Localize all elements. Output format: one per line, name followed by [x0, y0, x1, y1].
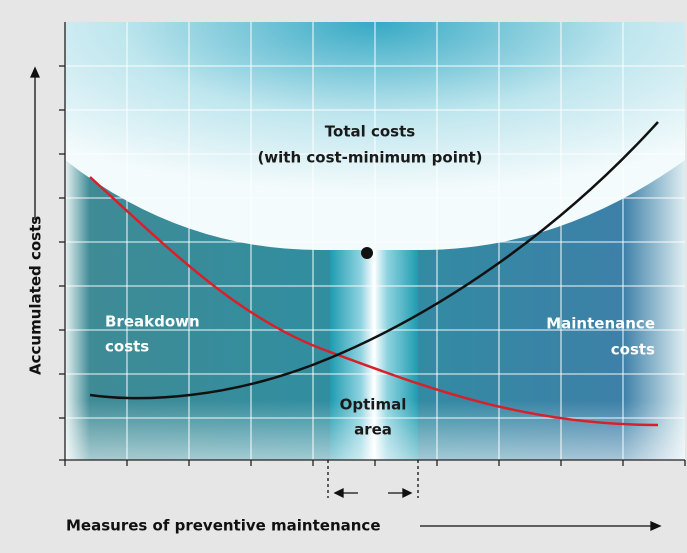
maintenance-label: Maintenance [546, 315, 655, 333]
breakdown-label: Breakdown [105, 313, 200, 331]
maintenance-label: costs [611, 341, 655, 359]
cost-minimum-point [361, 247, 373, 259]
chart: Total costs (with cost-minimum point) Br… [0, 0, 687, 553]
optimal-label: area [354, 421, 392, 439]
y-axis-label: Accumulated costs [27, 216, 45, 375]
breakdown-label: costs [105, 338, 149, 356]
x-axis-label: Measures of preventive maintenance [66, 517, 381, 535]
optimal-label: Optimal [340, 396, 407, 414]
title-line: (with cost-minimum point) [257, 149, 482, 167]
title-line: Total costs [325, 123, 415, 141]
page: Total costs (with cost-minimum point) Br… [0, 0, 687, 553]
